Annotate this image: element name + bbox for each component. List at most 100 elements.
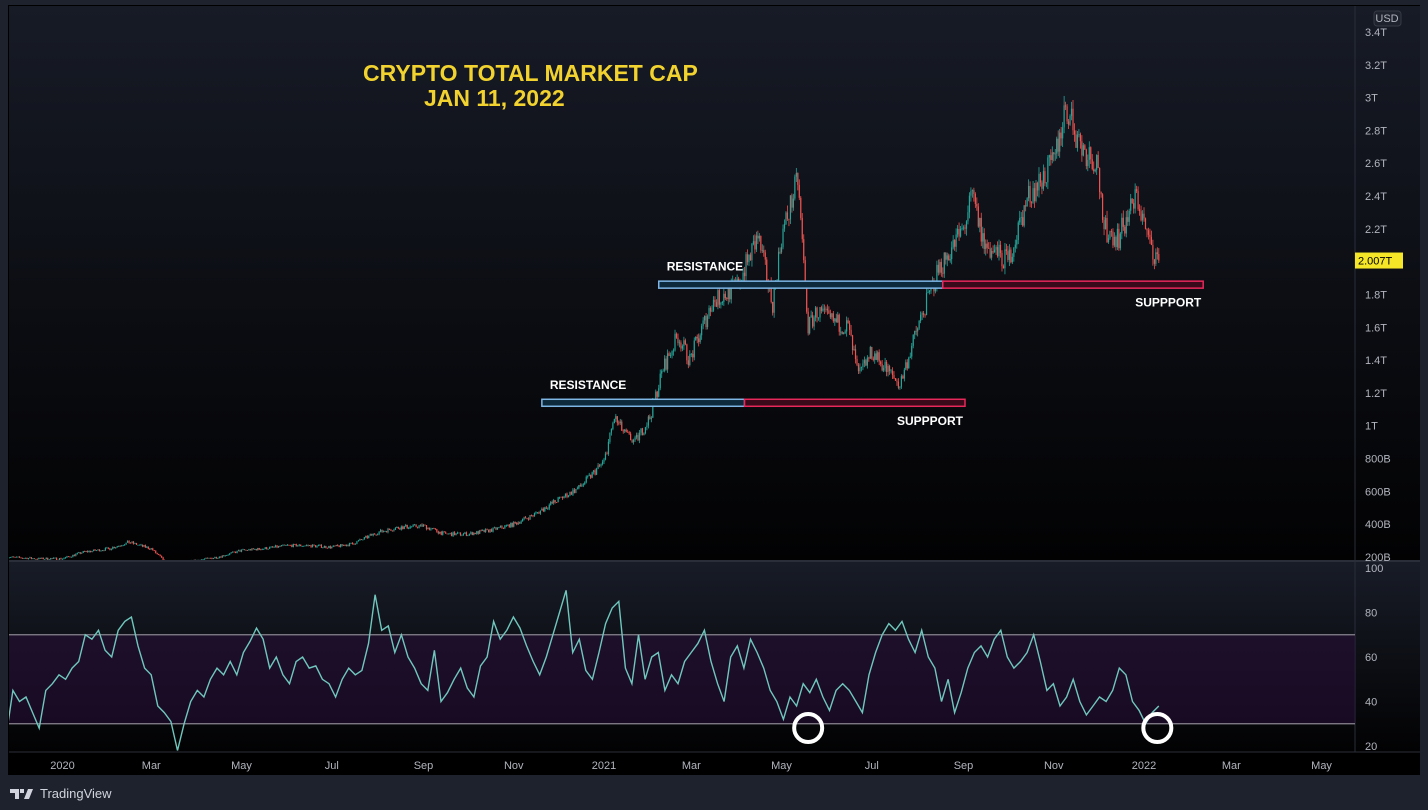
last-price-label: 2.007T <box>1358 256 1393 268</box>
candle <box>921 313 923 315</box>
candle <box>1110 231 1113 232</box>
candle <box>467 534 469 536</box>
candle <box>896 380 898 382</box>
price-tick-label: 1.4T <box>1365 355 1387 367</box>
time-tick-label: Mar <box>142 760 161 772</box>
candle <box>860 366 863 368</box>
resistance-zone <box>541 398 746 408</box>
candle <box>695 336 697 341</box>
candle <box>337 544 339 546</box>
candle <box>138 544 141 546</box>
candle <box>153 550 155 552</box>
candle <box>464 532 466 534</box>
price-axis[interactable] <box>1355 6 1420 560</box>
time-tick-label: 2021 <box>592 760 616 772</box>
candle <box>1091 159 1093 170</box>
candle <box>714 299 716 303</box>
candle <box>235 551 237 553</box>
candle <box>340 544 342 547</box>
candle <box>60 558 62 560</box>
candle <box>274 545 277 548</box>
candle <box>977 206 979 227</box>
candle <box>254 549 256 550</box>
candle <box>135 543 138 545</box>
candle <box>159 554 161 557</box>
candle <box>637 434 639 441</box>
candle <box>677 337 679 343</box>
candle <box>696 336 698 339</box>
candle <box>437 531 439 534</box>
candle <box>701 325 703 336</box>
candle <box>374 533 376 535</box>
candle <box>951 247 953 260</box>
candle <box>149 548 151 550</box>
time-tick-label: Sep <box>954 760 974 772</box>
candle <box>465 532 468 536</box>
candle <box>245 549 247 551</box>
candle <box>665 358 667 370</box>
candle <box>424 524 426 526</box>
candle <box>999 244 1002 253</box>
candle <box>42 557 44 560</box>
candle <box>522 518 524 522</box>
candle <box>414 524 416 526</box>
candle <box>940 261 942 273</box>
candle <box>273 547 275 548</box>
candle <box>979 217 981 227</box>
currency-badge[interactable] <box>1373 10 1402 27</box>
candle <box>613 419 615 424</box>
candle <box>553 500 555 504</box>
candle <box>122 545 124 547</box>
candle <box>826 308 829 311</box>
candle <box>1067 121 1070 125</box>
candle <box>468 533 470 535</box>
candle <box>112 547 114 550</box>
candle <box>82 551 84 553</box>
rsi-line <box>9 590 1160 751</box>
candle <box>1136 189 1138 192</box>
candle <box>428 527 431 530</box>
candle <box>214 557 216 559</box>
candle <box>163 559 166 560</box>
candle <box>563 496 565 499</box>
candle <box>1081 141 1083 156</box>
time-tick-label: Nov <box>1044 760 1064 772</box>
candle <box>678 342 681 344</box>
candle <box>461 534 463 536</box>
tradingview-footer[interactable]: TradingView <box>10 786 112 801</box>
candle <box>118 545 120 547</box>
candle <box>890 370 892 372</box>
candle <box>30 557 33 559</box>
candle <box>396 526 398 528</box>
candle <box>680 342 682 349</box>
candle <box>119 545 121 547</box>
candle <box>97 549 99 551</box>
candle <box>223 555 225 557</box>
candle <box>748 254 750 263</box>
candle <box>209 557 212 559</box>
candle <box>591 472 593 478</box>
candle <box>958 228 960 237</box>
candle <box>715 302 718 307</box>
candle <box>865 360 867 366</box>
candle <box>451 533 453 536</box>
candle <box>32 558 34 560</box>
candle <box>357 540 360 542</box>
candle <box>394 527 396 530</box>
candle <box>915 330 917 332</box>
candle <box>612 423 614 430</box>
candle <box>877 352 879 360</box>
candle <box>38 557 40 560</box>
candle <box>749 254 752 261</box>
candle <box>980 217 982 242</box>
candle <box>485 529 487 533</box>
candle <box>900 376 902 387</box>
time-axis[interactable] <box>9 752 1420 775</box>
candle <box>1096 154 1098 170</box>
candle <box>618 422 620 424</box>
candle <box>632 439 635 443</box>
price-tick-label: 400B <box>1365 519 1391 531</box>
candle <box>998 244 1000 257</box>
candle <box>581 485 583 487</box>
